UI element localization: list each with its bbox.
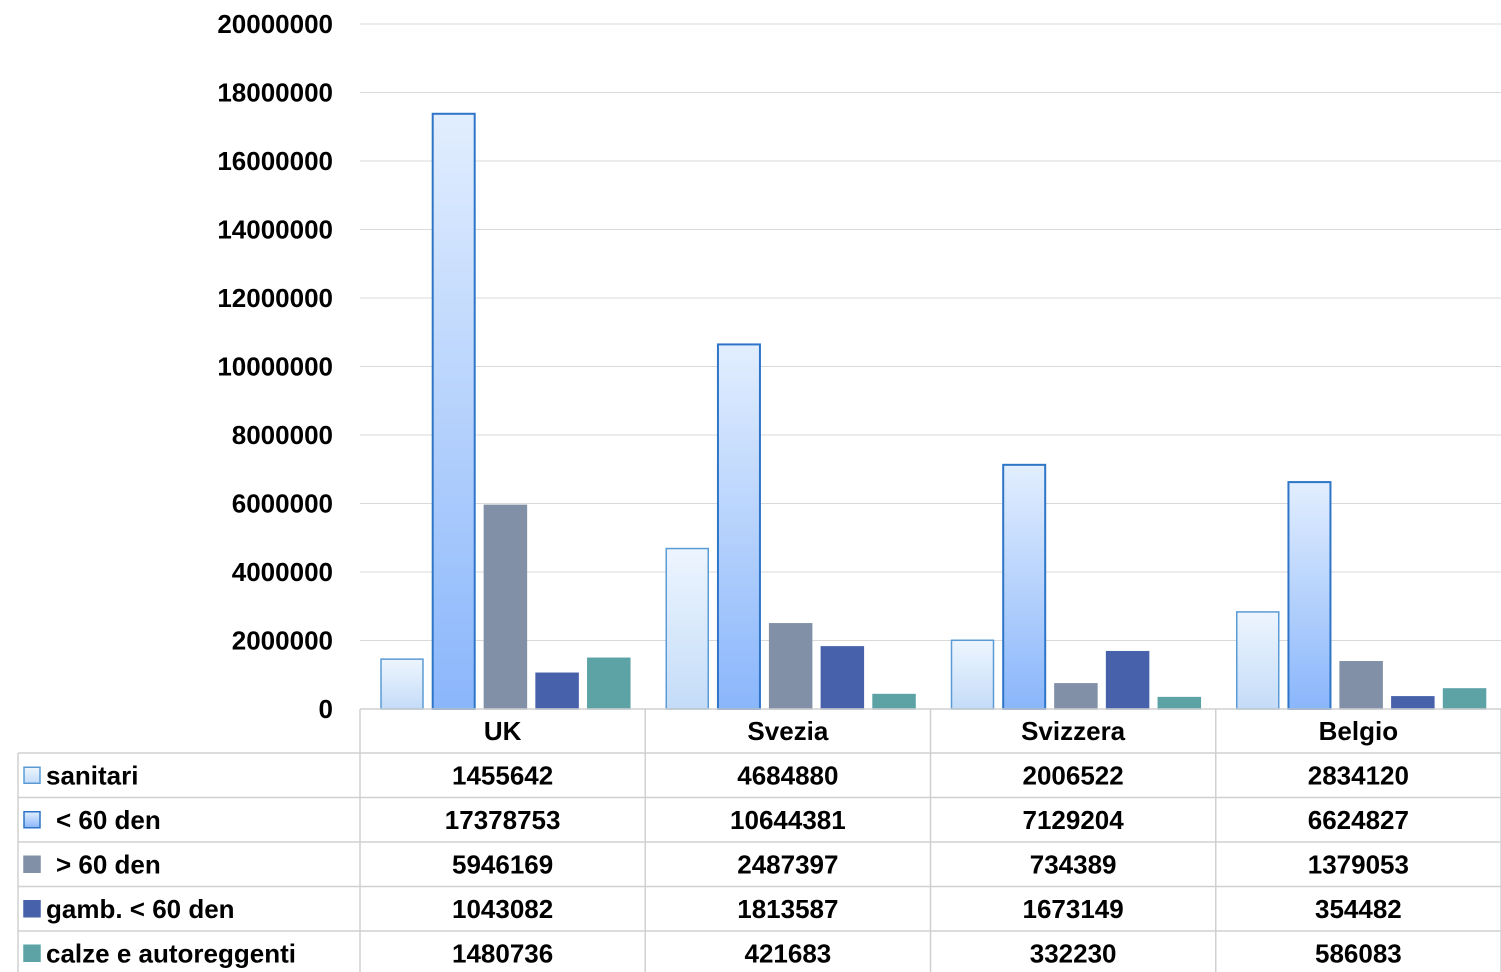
y-tick-label: 0 xyxy=(319,694,333,724)
series-name-label: > 60 den xyxy=(56,849,161,879)
data-table-value: 10644381 xyxy=(730,805,846,835)
series-name-label: sanitari xyxy=(46,760,139,790)
bar xyxy=(1105,650,1150,710)
bar xyxy=(768,623,813,710)
y-tick-label: 4000000 xyxy=(232,557,333,587)
data-table-value: 5946169 xyxy=(452,849,553,879)
bar xyxy=(1287,481,1332,710)
bar xyxy=(1339,661,1383,710)
data-table-value: 6624827 xyxy=(1308,805,1409,835)
y-tick-label: 18000000 xyxy=(217,78,333,108)
data-table-value: 2487397 xyxy=(737,849,838,879)
bar xyxy=(380,658,424,710)
bar xyxy=(1391,696,1435,710)
x-axis-category-label: Svizzera xyxy=(1021,716,1126,746)
bar xyxy=(872,693,916,710)
data-table-value: 586083 xyxy=(1315,938,1402,968)
bar xyxy=(431,112,476,710)
data-table-value: 7129204 xyxy=(1023,805,1125,835)
y-tick-label: 12000000 xyxy=(217,283,333,313)
series-name-label: calze e autoreggenti xyxy=(46,938,296,968)
bar xyxy=(950,639,995,710)
legend-key xyxy=(23,766,41,784)
data-table-value: 1813587 xyxy=(737,894,838,924)
data-table-value: 1673149 xyxy=(1023,894,1124,924)
data-table-value: 421683 xyxy=(744,938,831,968)
gridlines xyxy=(360,23,1501,641)
series-name-label: gamb. < 60 den xyxy=(46,894,235,924)
y-tick-label: 8000000 xyxy=(232,420,333,450)
bar xyxy=(1002,463,1047,710)
data-table-value: 354482 xyxy=(1315,894,1402,924)
bar xyxy=(820,646,865,710)
legend-key xyxy=(23,900,41,918)
data-table-value: 4684880 xyxy=(737,760,838,790)
bar xyxy=(587,657,631,710)
y-tick-label: 10000000 xyxy=(217,352,333,382)
bar xyxy=(1442,688,1487,710)
data-table-value: 1379053 xyxy=(1308,849,1409,879)
series-name-label: < 60 den xyxy=(56,805,161,835)
bar xyxy=(665,547,709,710)
x-axis-category-label: Svezia xyxy=(747,716,828,746)
bar xyxy=(1236,611,1280,710)
y-axis-tick-labels: 0 2000000 4000000 6000000 8000000 10000000 120… xyxy=(217,9,333,724)
bar xyxy=(483,504,528,710)
data-table-value: 2006522 xyxy=(1023,760,1124,790)
y-tick-label: 16000000 xyxy=(217,146,333,176)
legend-key xyxy=(23,811,41,829)
x-axis-category-label: UK xyxy=(484,716,522,746)
data-table-value: 1480736 xyxy=(452,938,553,968)
data-table-value: 17378753 xyxy=(445,805,561,835)
data-table-value: 1455642 xyxy=(452,760,553,790)
bars xyxy=(380,112,1487,710)
bar xyxy=(1054,683,1098,710)
bar xyxy=(1157,696,1202,710)
y-tick-label: 14000000 xyxy=(217,215,333,245)
data-table: UK Svezia Svizzera Belgio sanitari 1455642 468… xyxy=(17,708,1501,972)
legend-key xyxy=(23,855,41,873)
data-table-value: 1043082 xyxy=(452,894,553,924)
y-tick-label: 20000000 xyxy=(217,9,333,39)
data-table-value: 734389 xyxy=(1030,849,1117,879)
y-tick-label: 6000000 xyxy=(232,489,333,519)
x-axis-category-label: Belgio xyxy=(1319,716,1398,746)
data-table-value: 332230 xyxy=(1030,938,1117,968)
y-tick-label: 2000000 xyxy=(232,626,333,656)
data-table-value: 2834120 xyxy=(1308,760,1409,790)
bar xyxy=(535,672,579,710)
bar xyxy=(716,343,761,710)
legend-key xyxy=(23,944,41,962)
